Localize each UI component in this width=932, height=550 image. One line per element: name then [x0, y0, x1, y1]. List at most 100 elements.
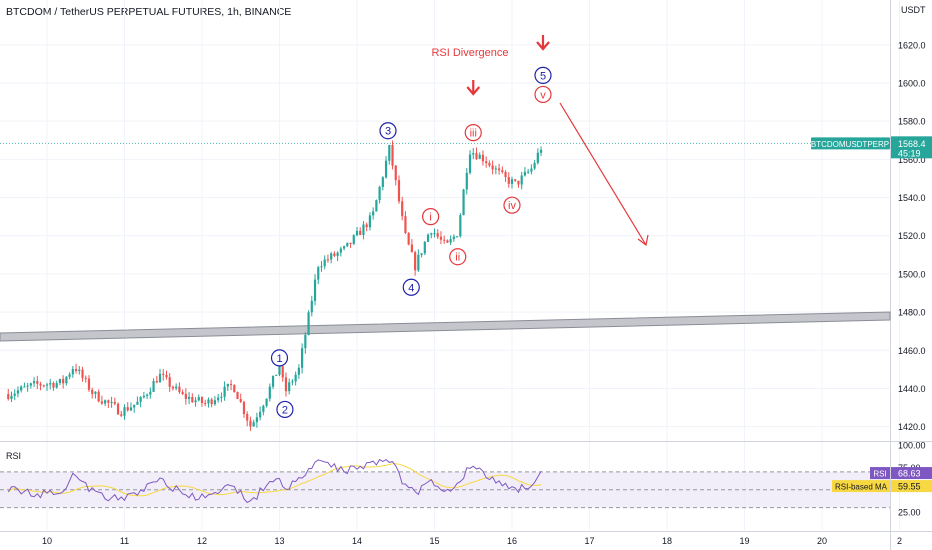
candle-body: [310, 300, 313, 313]
candle-body: [268, 386, 271, 399]
candle-body: [372, 211, 375, 216]
time-tick-label: 17: [584, 536, 594, 546]
candle-body: [45, 384, 49, 386]
time-tick-label: 20: [817, 536, 827, 546]
candle-body: [443, 239, 446, 241]
candle-body: [162, 373, 165, 375]
price-tick-label: 1560.0: [898, 155, 926, 165]
candle-body: [139, 397, 142, 402]
candle-body: [152, 381, 155, 392]
candle-body: [191, 396, 194, 403]
candle-body: [362, 224, 365, 235]
candle-body: [94, 391, 97, 394]
candle-body: [29, 383, 32, 386]
candle-body: [417, 254, 420, 271]
candle-body: [359, 230, 362, 235]
grid-lines: [0, 0, 900, 530]
candle-body: [84, 377, 87, 379]
candle-body: [339, 248, 342, 253]
candle-body: [78, 369, 81, 371]
candle-body: [452, 236, 455, 240]
candle-body: [426, 234, 430, 242]
price-tick-label: 1580.0: [898, 117, 926, 127]
time-tick-label: 15: [429, 536, 439, 546]
candle-body: [74, 369, 78, 371]
candle-body: [26, 385, 29, 387]
wave-major-5-circle: [534, 66, 552, 84]
candle-body: [23, 386, 26, 388]
candle-body: [527, 171, 530, 173]
candle-body: [271, 375, 275, 387]
candle-body: [507, 177, 510, 184]
candle-body: [49, 383, 52, 385]
candle-body: [255, 417, 258, 423]
candle-body: [20, 386, 23, 391]
rsi-line: [7, 458, 542, 504]
candle-body: [200, 397, 204, 403]
rsi-pane-label: RSI: [6, 451, 21, 461]
candle-body: [462, 189, 465, 216]
candle-body: [291, 381, 294, 383]
candle-body: [465, 172, 468, 190]
candle-body: [168, 377, 171, 387]
candle-body: [397, 180, 401, 202]
candle-body: [446, 240, 449, 243]
wave-major-4-circle: [402, 278, 420, 296]
price-tick-label: 1440.0: [898, 384, 926, 394]
rsi-ma-name-tag-bg: [832, 480, 890, 493]
wave-minor-iii-circle: [464, 124, 482, 142]
time-tick-label: 14: [352, 536, 362, 546]
candle-body: [449, 239, 452, 243]
wave-major-3-label: 3: [385, 126, 391, 138]
candle-body: [39, 383, 42, 386]
candle-body: [239, 399, 242, 402]
last-price-tag-bg: [891, 136, 932, 159]
candle-body: [10, 395, 13, 399]
candle-body: [346, 242, 349, 247]
candle-body: [104, 400, 107, 404]
candle-body: [194, 400, 197, 403]
rsi-name-tag-bg: [870, 467, 890, 480]
candle-body: [313, 279, 317, 301]
candle-body: [349, 242, 352, 244]
candle-body: [142, 395, 145, 398]
candle-body: [278, 366, 281, 375]
candle-body: [388, 145, 391, 161]
candle-body: [178, 386, 181, 393]
candle-body: [97, 391, 100, 402]
price-tick-label: 1620.0: [898, 40, 926, 50]
candle-body: [536, 152, 539, 163]
candle-body: [301, 348, 304, 368]
candle-body: [55, 383, 58, 388]
candle-body: [468, 154, 472, 173]
price-tick-label: 1540.0: [898, 193, 926, 203]
candle-body: [58, 379, 62, 384]
candle-body: [210, 399, 213, 405]
wave-major-2-circle: [276, 400, 294, 419]
candle-body: [129, 407, 133, 411]
candle-body: [226, 383, 229, 387]
symbol-tag-label: BTCDOMUSDTPERP: [811, 140, 889, 149]
time-tick-label: 18: [662, 536, 672, 546]
projection-arrow-head: [637, 234, 649, 247]
price-tick-label: 1420.0: [898, 422, 926, 432]
candle-body: [488, 163, 491, 166]
candle-body: [365, 224, 368, 228]
candle-body: [116, 403, 120, 415]
candle-body: [539, 149, 543, 153]
candle-body: [229, 383, 233, 386]
support-trendline: [0, 311, 891, 342]
candle-body: [275, 374, 278, 376]
candle-body: [297, 367, 300, 375]
rsi-tick-label: 100.00: [898, 441, 926, 451]
rsi-value-tag: 68.63: [898, 469, 921, 479]
candle-body: [133, 404, 136, 408]
candle-body: [288, 382, 291, 392]
price-tick-label: 1500.0: [898, 269, 926, 279]
candle-body: [317, 267, 320, 280]
candle-body: [414, 252, 417, 271]
candle-body: [204, 402, 207, 404]
candle-body: [494, 168, 497, 170]
